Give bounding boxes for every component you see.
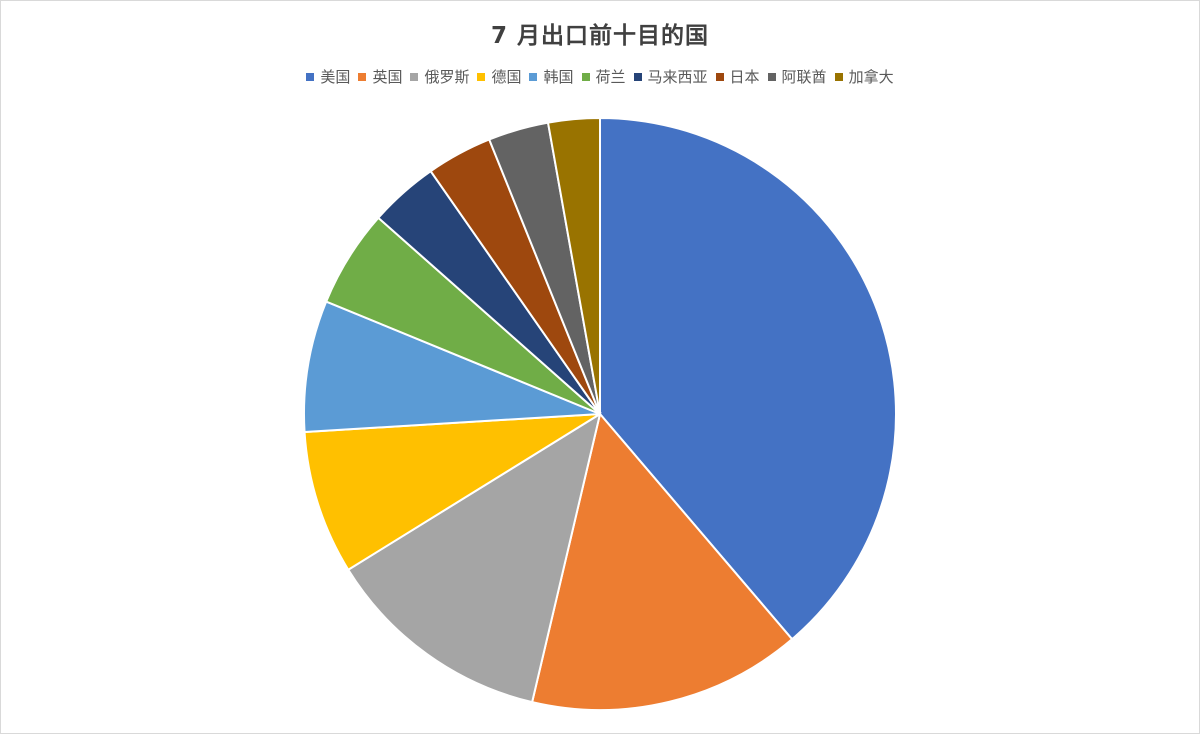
legend-item: 加拿大 (834, 66, 894, 87)
pie-slice-5 (303, 300, 601, 434)
legend-label: 日本 (729, 68, 760, 86)
legend-item: 英国 (358, 66, 402, 87)
legend-swatch (633, 72, 642, 81)
legend-label: 荷兰 (595, 68, 626, 86)
legend-item: 阿联酋 (767, 66, 827, 87)
legend-item: 马来西亚 (633, 66, 708, 87)
legend-item: 荷兰 (581, 66, 626, 87)
legend-swatch (306, 72, 315, 81)
legend-label: 加拿大 (848, 68, 894, 86)
legend-label: 阿联酋 (781, 68, 827, 86)
legend-swatch (715, 72, 724, 81)
legend-item: 德国 (477, 66, 521, 87)
legend-swatch (477, 72, 486, 81)
pie-slice-2 (530, 411, 794, 711)
legend-item: 俄罗斯 (410, 66, 469, 87)
legend-swatch (767, 72, 776, 81)
legend-label: 韩国 (543, 68, 574, 86)
legend-label: 美国 (320, 68, 351, 86)
legend-swatch (410, 72, 419, 81)
chart-legend: 美国 英国 俄罗斯 德国 韩国 荷兰 马来西亚 日本 阿联酋 加拿大 (0, 66, 1200, 87)
legend-swatch (834, 72, 843, 81)
legend-item: 韩国 (529, 66, 574, 87)
pie-slice-3 (346, 411, 602, 704)
legend-label: 马来西亚 (647, 68, 708, 86)
legend-swatch (581, 72, 590, 81)
chart-title: 7 月出口前十目的国 (490, 23, 709, 49)
legend-swatch (529, 72, 538, 81)
pie-slice-1 (599, 116, 897, 641)
legend-item: 日本 (715, 66, 760, 87)
legend-swatch (358, 72, 367, 81)
pie-slice-10 (546, 116, 601, 415)
pie-slice-4 (303, 413, 601, 572)
legend-label: 德国 (491, 68, 522, 86)
legend-item: 美国 (306, 66, 350, 87)
legend-label: 俄罗斯 (424, 68, 470, 86)
legend-label: 英国 (372, 68, 403, 86)
